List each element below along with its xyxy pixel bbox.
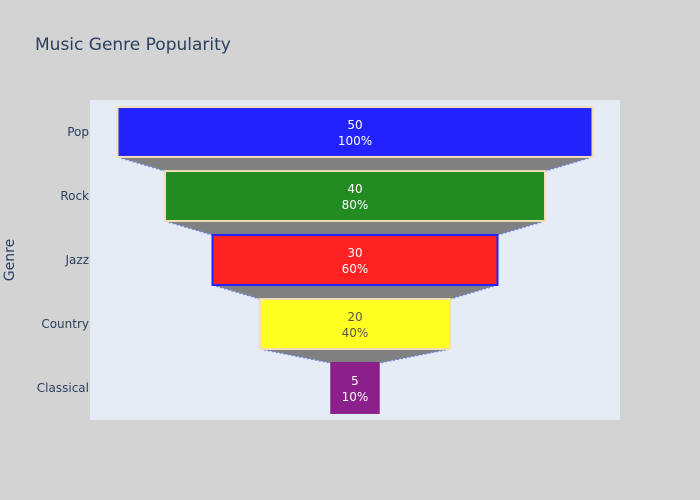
percent-label: 60% [342,262,369,276]
value-label: 5 [351,374,359,388]
percent-label: 40% [342,326,369,340]
chart-title: Music Genre Popularity [35,35,231,55]
connector-edge [378,348,451,364]
connector-edge [164,220,213,236]
value-label: 50 [347,118,362,132]
funnel-bar-jazz [211,234,499,286]
funnel-connectors [117,156,593,364]
funnel-bar-country [259,298,451,350]
funnel-connector [260,348,450,364]
category-label: Classical [37,381,89,395]
percent-label: 100% [338,134,372,148]
connector-edge [117,156,166,172]
y-axis-title: Genre [2,239,18,281]
category-label: Jazz [65,253,90,267]
percent-label: 80% [342,198,369,212]
value-label: 20 [347,310,362,324]
connector-edge [212,284,261,300]
value-label: 40 [347,182,362,196]
percent-label: 10% [342,390,369,404]
funnel-bar-pop [116,106,594,158]
connector-edge [259,348,332,364]
connector-edge [544,156,593,172]
funnel-bar-classical [330,362,380,414]
funnel-connector [212,284,498,300]
funnel-bar-rock [164,170,546,222]
category-tick-labels: Pop Rock Jazz Country Classical [37,125,89,395]
funnel-connector [165,220,545,236]
value-label: 30 [347,246,362,260]
connector-edge [497,220,546,236]
category-label: Country [41,317,89,331]
category-label: Pop [67,125,89,139]
funnel-connector [117,156,593,172]
connector-edge [449,284,498,300]
funnel-bars [116,106,594,414]
category-label: Rock [60,189,89,203]
funnel-value-labels: 50 100% 40 80% 30 60% 20 40% 5 10% [338,118,372,404]
